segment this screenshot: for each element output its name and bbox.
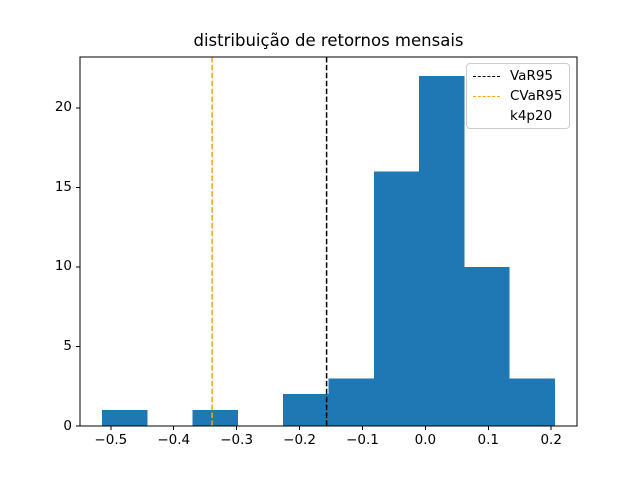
x-tick-label: −0.5 <box>94 432 128 448</box>
y-tick-label: 10 <box>54 258 72 275</box>
legend-label-cvar95: CVaR95 <box>510 88 563 105</box>
x-tick-label: −0.2 <box>283 432 316 448</box>
legend-label-k4p20: k4p20 <box>510 107 553 124</box>
x-tick-label: −0.1 <box>346 432 379 448</box>
y-tick-label: 0 <box>63 417 72 434</box>
x-tick-label: 0.0 <box>414 432 437 448</box>
histogram-bar <box>192 410 238 426</box>
legend-entry-var95: VaR95 <box>473 67 563 87</box>
histogram-bar <box>328 378 374 426</box>
histogram-bar <box>509 378 555 426</box>
y-tick-label: 5 <box>63 337 72 354</box>
x-tick-label: −0.3 <box>220 432 254 448</box>
histogram-bar <box>373 171 420 426</box>
legend-entry-k4p20: k4p20 <box>473 106 563 126</box>
y-tick-label: 15 <box>54 178 72 195</box>
plot-border <box>79 56 578 427</box>
y-tick-label: 20 <box>54 99 72 116</box>
x-tick-label: 0.2 <box>540 432 562 448</box>
var95-dashed-line-icon <box>473 76 500 78</box>
legend-entry-cvar95: CVaR95 <box>473 87 563 107</box>
x-tick-label: 0.1 <box>477 432 500 448</box>
legend-label-var95: VaR95 <box>510 68 554 85</box>
histogram-bar <box>102 410 148 426</box>
histogram-bar <box>283 394 329 426</box>
histogram-bar <box>419 76 465 426</box>
histogram-bar <box>464 266 510 426</box>
chart-title: distribuição de retornos mensais <box>193 31 464 50</box>
x-tick-label: −0.4 <box>157 432 191 448</box>
cvar95-dashed-line-icon <box>473 96 500 98</box>
legend: VaR95 CVaR95 k4p20 <box>466 63 570 129</box>
